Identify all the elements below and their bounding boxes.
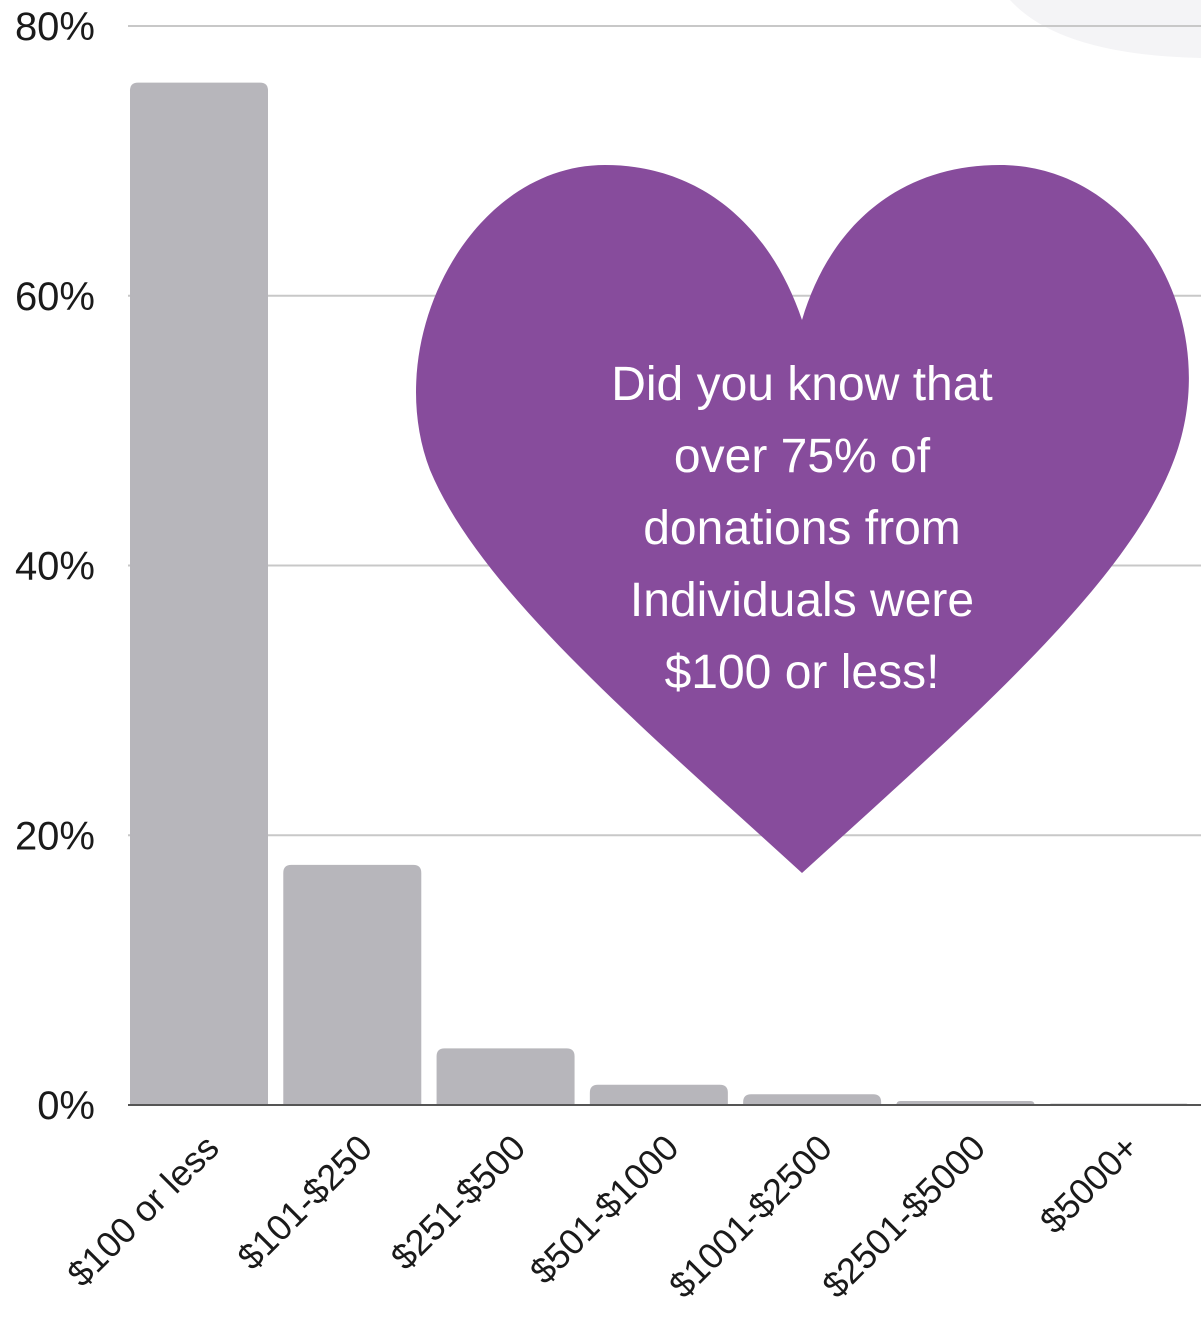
callout-line: donations from — [643, 502, 961, 555]
callout-text: Did you know that over 75% of donations fr… — [611, 358, 993, 699]
y-axis-ticks: 0% 20% 40% 60% 80% — [15, 5, 95, 1128]
callout-line: over 75% of — [674, 430, 931, 483]
bar-0 — [130, 82, 268, 1105]
bar-4 — [743, 1094, 882, 1105]
heart-callout: Did you know that over 75% of donations fr… — [416, 165, 1189, 873]
x-tick-label: $251-$500 — [382, 1127, 533, 1278]
x-tick-label: $100 or less — [59, 1127, 227, 1295]
y-tick-label: 80% — [15, 5, 95, 49]
x-tick-label: $2501-$5000 — [814, 1127, 993, 1306]
bar-3 — [589, 1084, 728, 1105]
corner-decoration — [1010, 0, 1201, 58]
x-tick-label: $501-$1000 — [522, 1127, 687, 1292]
x-tick-label: $101-$250 — [229, 1127, 380, 1278]
y-tick-label: 0% — [37, 1084, 95, 1128]
heart-icon — [416, 165, 1189, 873]
x-tick-label: $1001-$2500 — [661, 1127, 840, 1306]
callout-line: $100 or less! — [665, 646, 940, 699]
bar-2 — [436, 1048, 575, 1105]
bars — [130, 82, 1188, 1105]
y-tick-label: 40% — [15, 545, 95, 589]
y-tick-label: 20% — [15, 814, 95, 858]
x-axis-labels: $100 or less $101-$250 $251-$500$501-$1000… — [59, 1127, 1146, 1306]
y-tick-label: 60% — [15, 275, 95, 319]
callout-line: Individuals were — [630, 574, 974, 627]
callout-line: Did you know that — [611, 358, 993, 411]
bar-1 — [283, 864, 422, 1105]
bar-5 — [896, 1100, 1035, 1105]
x-tick-label: $5000+ — [1032, 1127, 1147, 1242]
